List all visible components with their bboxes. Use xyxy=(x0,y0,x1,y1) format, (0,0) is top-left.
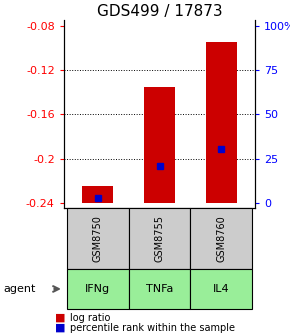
Bar xyxy=(190,208,252,269)
Bar xyxy=(206,42,237,203)
Text: TNFa: TNFa xyxy=(146,284,173,294)
Text: ■: ■ xyxy=(55,323,66,333)
Text: IFNg: IFNg xyxy=(85,284,110,294)
Text: log ratio: log ratio xyxy=(70,312,110,323)
Bar xyxy=(129,269,190,309)
Bar xyxy=(144,87,175,203)
Text: ■: ■ xyxy=(55,312,66,323)
Bar xyxy=(67,208,129,269)
Text: GSM8760: GSM8760 xyxy=(216,215,226,262)
Bar xyxy=(129,208,190,269)
Text: IL4: IL4 xyxy=(213,284,230,294)
Bar xyxy=(82,186,113,203)
Text: GSM8755: GSM8755 xyxy=(155,215,164,262)
Bar xyxy=(190,269,252,309)
Title: GDS499 / 17873: GDS499 / 17873 xyxy=(97,4,222,19)
Text: agent: agent xyxy=(3,284,35,294)
Text: percentile rank within the sample: percentile rank within the sample xyxy=(70,323,235,333)
Bar xyxy=(67,269,129,309)
Text: GSM8750: GSM8750 xyxy=(93,215,103,262)
